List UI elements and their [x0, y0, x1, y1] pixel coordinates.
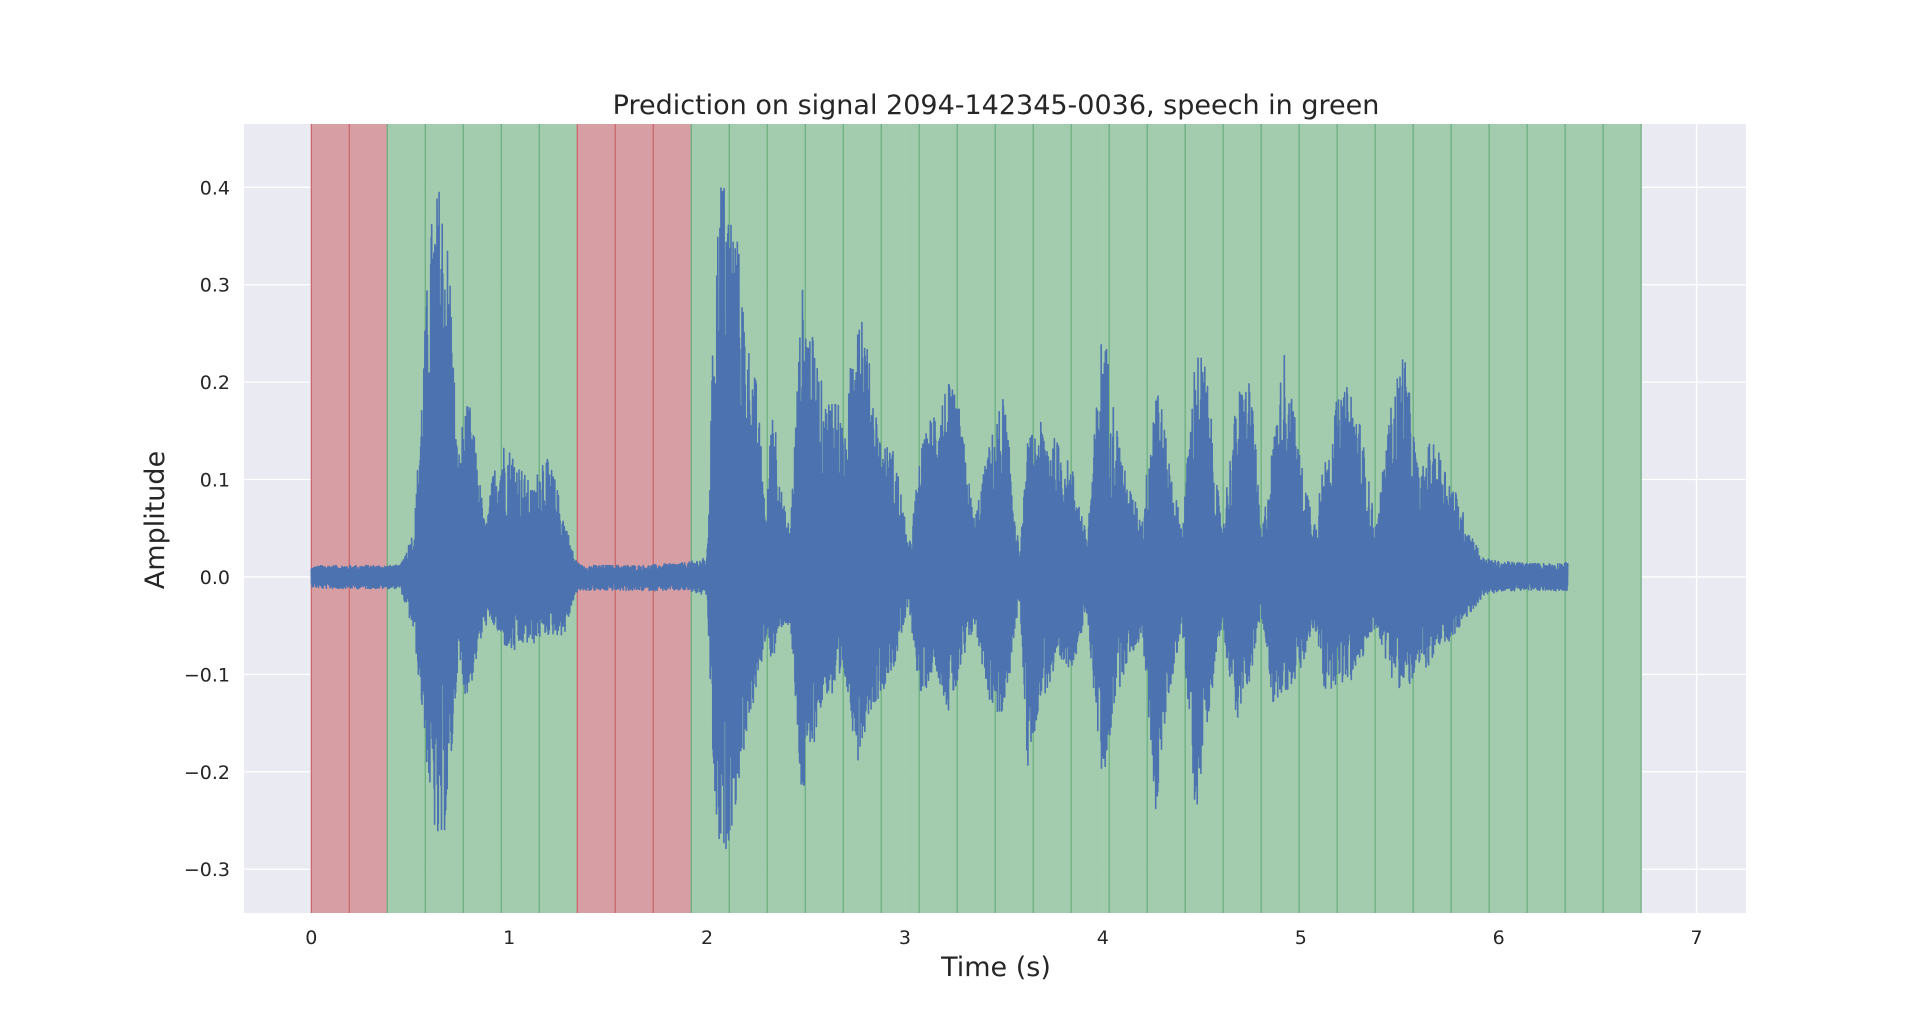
y-tick-label: 0.3 [200, 275, 230, 297]
non-speech-segment [615, 124, 654, 913]
y-tick-label: 0.2 [200, 372, 230, 394]
y-tick-label: 0.1 [200, 470, 230, 492]
prediction-segments [310, 124, 1642, 913]
x-axis-label: Time (s) [940, 952, 1051, 983]
y-tick-label: −0.3 [184, 859, 230, 881]
x-tick-label: 7 [1690, 927, 1702, 949]
x-tick-label: 4 [1097, 927, 1109, 949]
y-tick-label: −0.1 [184, 664, 230, 686]
x-tick-label: 5 [1295, 927, 1307, 949]
chart-title: Prediction on signal 2094-142345-0036, s… [613, 90, 1380, 121]
x-tick-label: 0 [305, 927, 317, 949]
y-axis-ticks: −0.3 −0.2 −0.1 0.0 0.1 0.2 0.3 0.4 [184, 177, 230, 881]
speech-segment [1527, 124, 1566, 913]
x-tick-label: 1 [503, 927, 515, 949]
non-speech-segment [653, 124, 692, 913]
x-axis-ticks: 0 1 2 3 4 5 6 7 [305, 927, 1702, 949]
non-speech-segment [577, 124, 616, 913]
signal-line [310, 187, 1569, 850]
speech-segment [1565, 124, 1604, 913]
x-tick-label: 2 [701, 927, 713, 949]
x-tick-label: 6 [1493, 927, 1505, 949]
non-speech-segment [349, 124, 388, 913]
y-tick-label: 0.4 [200, 177, 230, 199]
speech-segment [1489, 124, 1528, 913]
y-tick-label: −0.2 [184, 762, 230, 784]
speech-segment [1603, 124, 1642, 913]
signal-waveform [310, 187, 1569, 850]
non-speech-segment [311, 124, 350, 913]
y-axis-label: Amplitude [140, 451, 171, 589]
x-tick-label: 3 [899, 927, 911, 949]
y-tick-label: 0.0 [200, 567, 230, 589]
